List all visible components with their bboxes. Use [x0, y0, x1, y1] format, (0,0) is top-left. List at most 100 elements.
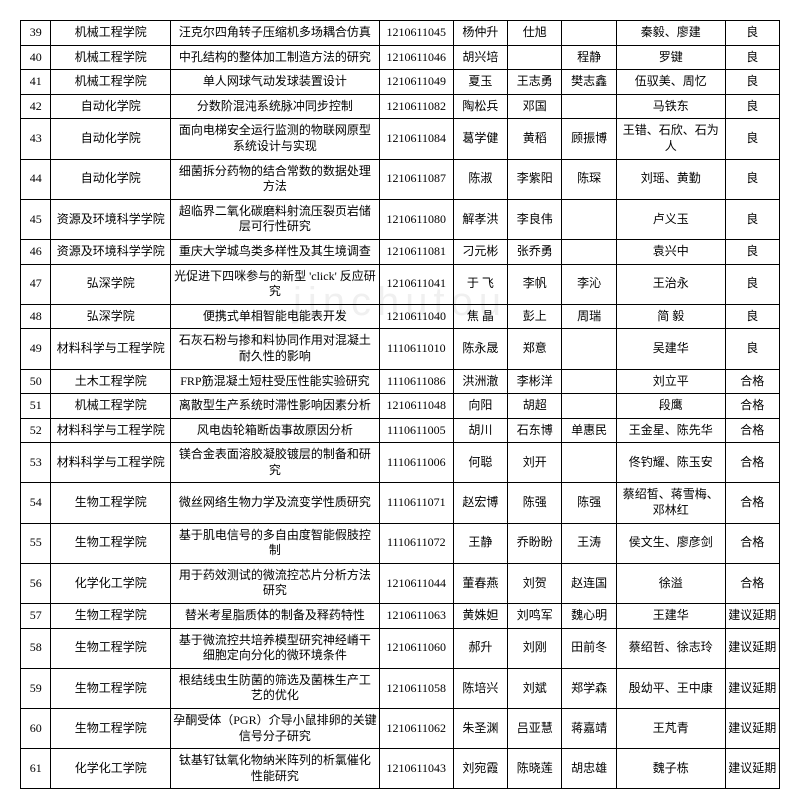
- cell: 王志勇: [508, 70, 562, 95]
- cell: 材料科学与工程学院: [51, 329, 171, 369]
- cell: 弘深学院: [51, 264, 171, 304]
- cell: 61: [21, 749, 51, 789]
- cell: 44: [21, 159, 51, 199]
- cell: [562, 21, 616, 46]
- cell: 自动化学院: [51, 94, 171, 119]
- cell: 陈强: [562, 483, 616, 523]
- cell: 仕旭: [508, 21, 562, 46]
- cell: [562, 329, 616, 369]
- cell: 中孔结构的整体加工制造方法的研究: [171, 45, 380, 70]
- cell: 孕酮受体（PGR）介导小鼠排卵的关键信号分子研究: [171, 709, 380, 749]
- table-row: 39机械工程学院汪克尔四角转子压缩机多场耦合仿真1210611045杨仲升仕旭秦…: [21, 21, 780, 46]
- cell: 陈强: [508, 483, 562, 523]
- cell: 秦毅、廖建: [616, 21, 725, 46]
- cell: 化学化工学院: [51, 749, 171, 789]
- cell: 合格: [725, 443, 779, 483]
- cell: 面向电梯安全运行监测的物联网原型系统设计与实现: [171, 119, 380, 159]
- cell: 1210611040: [379, 304, 453, 329]
- cell: 机械工程学院: [51, 21, 171, 46]
- cell: 夏玉: [453, 70, 507, 95]
- table-row: 46资源及环境科学学院重庆大学城鸟类多样性及其生境调查1210611081刁元彬…: [21, 239, 780, 264]
- cell: 良: [725, 119, 779, 159]
- table-row: 45资源及环境科学学院超临界二氧化碳磨料射流压裂页岩储层可行性研究1210611…: [21, 199, 780, 239]
- cell: 建议延期: [725, 749, 779, 789]
- table-row: 59生物工程学院根结线虫生防菌的筛选及菌株生产工艺的优化1210611058陈培…: [21, 668, 780, 708]
- cell: 胡川: [453, 418, 507, 443]
- cell: 1110611072: [379, 523, 453, 563]
- cell: 王芃青: [616, 709, 725, 749]
- cell: 1110611006: [379, 443, 453, 483]
- table-row: 61化学化工学院钛基钌钛氧化物纳米阵列的析氯催化性能研究1210611043刘宛…: [21, 749, 780, 789]
- cell: 39: [21, 21, 51, 46]
- cell: 焦 晶: [453, 304, 507, 329]
- cell: 刘贺: [508, 563, 562, 603]
- cell: 刁元彬: [453, 239, 507, 264]
- cell: 42: [21, 94, 51, 119]
- cell: 镁合金表面溶胶凝胶镀层的制备和研究: [171, 443, 380, 483]
- cell: 机械工程学院: [51, 45, 171, 70]
- cell: 良: [725, 329, 779, 369]
- cell: 生物工程学院: [51, 523, 171, 563]
- table-row: 58生物工程学院基于微流控共培养模型研究神经嵴干细胞定向分化的微环境条件1210…: [21, 628, 780, 668]
- cell: 王治永: [616, 264, 725, 304]
- cell: 1210611058: [379, 668, 453, 708]
- cell: 钛基钌钛氧化物纳米阵列的析氯催化性能研究: [171, 749, 380, 789]
- cell: 建议延期: [725, 709, 779, 749]
- cell: 良: [725, 239, 779, 264]
- cell: 1210611048: [379, 394, 453, 419]
- cell: 良: [725, 199, 779, 239]
- table-row: 55生物工程学院基于肌电信号的多自由度智能假肢控制1110611072王静乔盼盼…: [21, 523, 780, 563]
- cell: 刘宛霞: [453, 749, 507, 789]
- cell: 李彬洋: [508, 369, 562, 394]
- cell: 用于药效测试的微流控芯片分析方法研究: [171, 563, 380, 603]
- cell: 51: [21, 394, 51, 419]
- table-row: 42自动化学院分数阶混沌系统脉冲同步控制1210611082陶松兵邓国马铁东良: [21, 94, 780, 119]
- cell: 单人网球气动发球装置设计: [171, 70, 380, 95]
- cell: 超临界二氧化碳磨料射流压裂页岩储层可行性研究: [171, 199, 380, 239]
- cell: 石东博: [508, 418, 562, 443]
- cell: 合格: [725, 523, 779, 563]
- cell: 蒋嘉靖: [562, 709, 616, 749]
- cell: 郑意: [508, 329, 562, 369]
- cell: 53: [21, 443, 51, 483]
- cell: 根结线虫生防菌的筛选及菌株生产工艺的优化: [171, 668, 380, 708]
- cell: 1210611062: [379, 709, 453, 749]
- cell: 良: [725, 159, 779, 199]
- table-row: 44自动化学院细菌拆分药物的结合常数的数据处理方法1210611087陈淑李紫阳…: [21, 159, 780, 199]
- cell: 46: [21, 239, 51, 264]
- cell: 54: [21, 483, 51, 523]
- cell: 李紫阳: [508, 159, 562, 199]
- cell: 1210611044: [379, 563, 453, 603]
- cell: [562, 394, 616, 419]
- cell: 41: [21, 70, 51, 95]
- cell: 良: [725, 45, 779, 70]
- table-row: 48弘深学院便携式单相智能电能表开发1210611040焦 晶彭上周瑞简 毅良: [21, 304, 780, 329]
- cell: 资源及环境科学学院: [51, 199, 171, 239]
- cell: 生物工程学院: [51, 709, 171, 749]
- table-row: 43自动化学院面向电梯安全运行监测的物联网原型系统设计与实现1210611084…: [21, 119, 780, 159]
- table-row: 57生物工程学院替米考星脂质体的制备及释药特性1210611063黄姝妲刘鸣军魏…: [21, 604, 780, 629]
- cell: 吴建华: [616, 329, 725, 369]
- cell: 解孝洪: [453, 199, 507, 239]
- cell: 蔡绍皙、蒋雪梅、邓林红: [616, 483, 725, 523]
- cell: 1210611041: [379, 264, 453, 304]
- cell: 赵连国: [562, 563, 616, 603]
- cell: 魏心明: [562, 604, 616, 629]
- cell: 王建华: [616, 604, 725, 629]
- cell: 57: [21, 604, 51, 629]
- cell: 殷幼平、王中康: [616, 668, 725, 708]
- cell: 合格: [725, 369, 779, 394]
- cell: 吕亚慧: [508, 709, 562, 749]
- cell: 生物工程学院: [51, 604, 171, 629]
- cell: 59: [21, 668, 51, 708]
- cell: [562, 443, 616, 483]
- cell: 良: [725, 94, 779, 119]
- cell: 机械工程学院: [51, 394, 171, 419]
- cell: 60: [21, 709, 51, 749]
- cell: 魏子栋: [616, 749, 725, 789]
- cell: 良: [725, 70, 779, 95]
- cell: 微丝网络生物力学及流变学性质研究: [171, 483, 380, 523]
- cell: 赵宏博: [453, 483, 507, 523]
- cell: 机械工程学院: [51, 70, 171, 95]
- cell: 生物工程学院: [51, 628, 171, 668]
